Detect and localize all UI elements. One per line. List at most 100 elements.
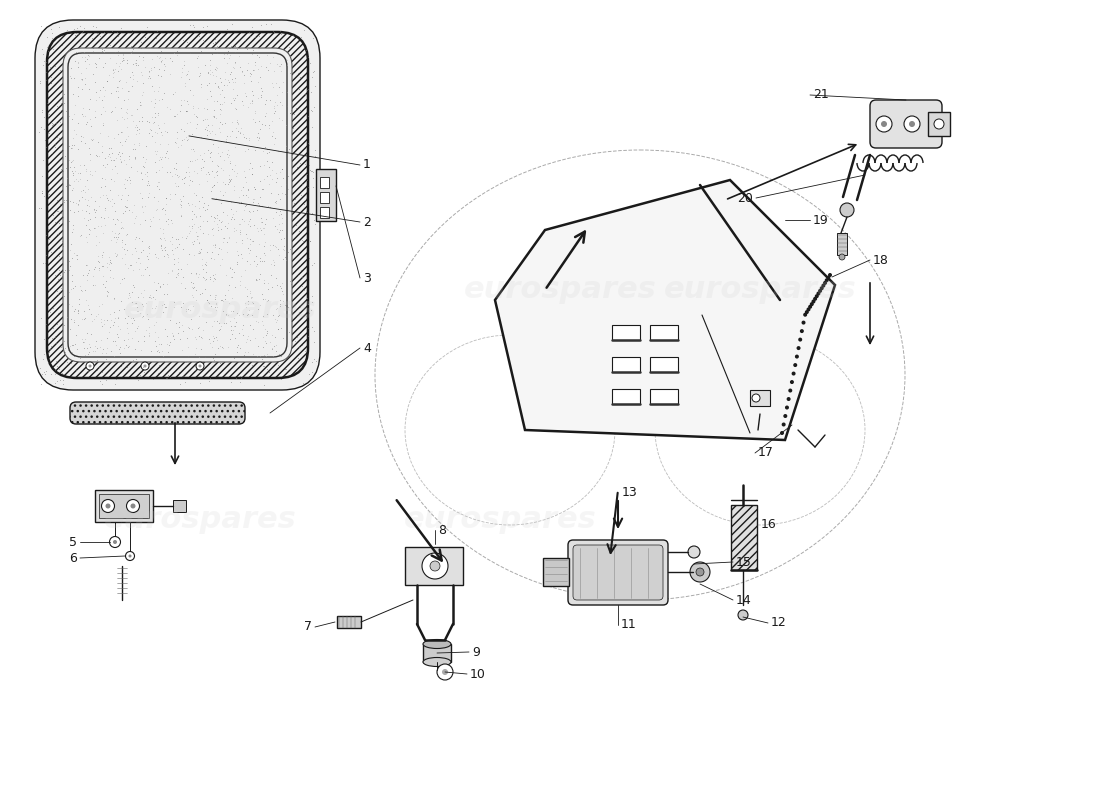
Circle shape	[422, 553, 448, 579]
Text: 15: 15	[736, 555, 752, 569]
Text: 17: 17	[758, 446, 774, 459]
Circle shape	[840, 203, 854, 217]
Circle shape	[696, 568, 704, 576]
Circle shape	[800, 329, 804, 333]
Text: 13: 13	[621, 486, 638, 498]
Circle shape	[813, 297, 817, 301]
FancyBboxPatch shape	[63, 48, 292, 362]
Circle shape	[690, 562, 710, 582]
Circle shape	[795, 354, 799, 358]
Circle shape	[816, 291, 821, 295]
Bar	[173, 500, 186, 512]
Ellipse shape	[424, 658, 451, 666]
Text: eurospares: eurospares	[463, 275, 657, 305]
Circle shape	[196, 362, 204, 370]
Text: eurospares: eurospares	[663, 275, 857, 305]
Bar	[612, 325, 640, 340]
Text: 12: 12	[771, 617, 786, 630]
Bar	[424, 644, 451, 662]
Circle shape	[780, 431, 784, 435]
Bar	[612, 389, 640, 404]
Bar	[650, 357, 678, 372]
Bar	[750, 390, 770, 406]
Circle shape	[802, 321, 805, 325]
Circle shape	[782, 422, 785, 426]
Circle shape	[129, 554, 132, 558]
Circle shape	[101, 499, 114, 513]
Circle shape	[799, 338, 802, 342]
Circle shape	[141, 362, 149, 370]
Circle shape	[786, 397, 791, 401]
Circle shape	[818, 289, 822, 293]
Circle shape	[820, 286, 824, 290]
Text: 9: 9	[472, 646, 480, 658]
Bar	[543, 558, 569, 586]
Circle shape	[815, 294, 818, 298]
Text: 14: 14	[736, 594, 751, 606]
FancyBboxPatch shape	[35, 20, 320, 390]
Text: 11: 11	[621, 618, 637, 631]
Circle shape	[442, 669, 448, 675]
Text: 20: 20	[737, 191, 754, 205]
Circle shape	[198, 365, 201, 367]
FancyBboxPatch shape	[70, 402, 245, 424]
Bar	[650, 325, 678, 340]
Circle shape	[437, 664, 453, 680]
Circle shape	[881, 121, 887, 127]
Circle shape	[934, 119, 944, 129]
Circle shape	[803, 313, 807, 317]
FancyBboxPatch shape	[870, 100, 942, 148]
Bar	[337, 616, 361, 628]
Text: eurospares: eurospares	[103, 506, 296, 534]
Polygon shape	[495, 180, 835, 440]
Circle shape	[125, 551, 134, 561]
Text: 18: 18	[873, 254, 889, 266]
Circle shape	[106, 503, 110, 509]
Circle shape	[88, 365, 91, 367]
Circle shape	[688, 546, 700, 558]
Bar	[928, 112, 950, 136]
Text: 6: 6	[69, 551, 77, 565]
Circle shape	[430, 561, 440, 571]
Circle shape	[796, 346, 801, 350]
Bar	[405, 547, 463, 585]
Bar	[99, 494, 148, 518]
Bar	[732, 505, 757, 570]
Circle shape	[785, 406, 789, 410]
Circle shape	[790, 380, 794, 384]
Circle shape	[86, 362, 94, 370]
Circle shape	[110, 537, 121, 547]
Ellipse shape	[424, 639, 451, 649]
Circle shape	[738, 610, 748, 620]
Bar	[650, 389, 678, 404]
Circle shape	[792, 371, 795, 375]
Text: eurospares: eurospares	[123, 295, 317, 325]
Circle shape	[805, 310, 808, 314]
FancyBboxPatch shape	[573, 545, 663, 600]
Circle shape	[808, 305, 812, 309]
Circle shape	[823, 281, 827, 285]
Text: 4: 4	[363, 342, 371, 354]
Circle shape	[752, 394, 760, 402]
Circle shape	[828, 273, 832, 277]
Circle shape	[126, 499, 140, 513]
Circle shape	[810, 302, 814, 306]
Text: 21: 21	[813, 89, 828, 102]
Circle shape	[826, 276, 830, 280]
Text: 16: 16	[761, 518, 777, 531]
Circle shape	[131, 503, 135, 509]
Text: 8: 8	[438, 523, 446, 537]
Circle shape	[789, 389, 792, 393]
Circle shape	[825, 278, 828, 282]
Circle shape	[793, 363, 798, 367]
Bar	[320, 192, 329, 203]
Circle shape	[839, 254, 845, 260]
Text: 10: 10	[470, 667, 486, 681]
Circle shape	[876, 116, 892, 132]
Circle shape	[909, 121, 915, 127]
Text: 1: 1	[363, 158, 371, 171]
Text: 2: 2	[363, 215, 371, 229]
Text: 5: 5	[69, 535, 77, 549]
Bar	[320, 177, 329, 188]
Text: 3: 3	[363, 271, 371, 285]
